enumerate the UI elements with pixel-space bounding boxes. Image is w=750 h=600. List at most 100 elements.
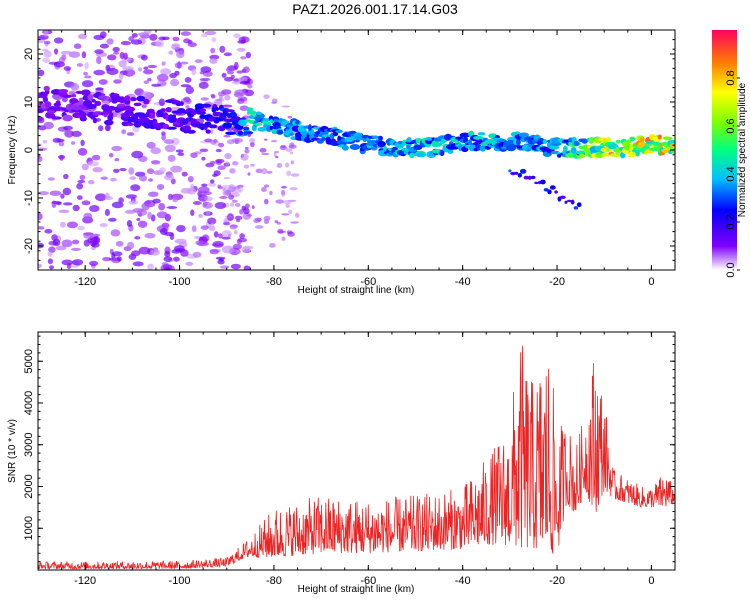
ridge-blob [42,96,49,103]
noise-blob [42,57,51,63]
noise-blob [88,180,95,185]
noise-blob [58,141,65,147]
noise-blob [120,40,131,46]
noise-blob [38,212,43,221]
noise-blob [263,184,270,188]
ridge-blob [670,140,675,144]
noise-blob [234,61,239,70]
noise-blob [191,225,197,233]
noise-blob [289,187,298,191]
noise-blob [243,66,250,73]
noise-blob [55,245,67,251]
noise-blob [287,231,295,237]
noise-blob [60,50,72,55]
noise-blob [80,139,85,146]
noise-blob [237,76,248,83]
noise-blob [168,50,173,55]
noise-blob [158,98,165,107]
ridge-blob [653,141,660,146]
noise-blob [295,212,300,218]
noise-blob [60,193,65,199]
ridge-blob [276,129,284,135]
noise-blob [221,236,231,240]
noise-blob [138,246,151,255]
noise-blob [243,99,247,105]
ridge-blob [588,136,595,144]
ridge-blob [657,134,662,140]
noise-blob [116,256,122,262]
ridge-blob [237,130,244,136]
x-tick-label: -120 [74,276,96,288]
y-tick-label: 0 [23,147,35,153]
noise-blob [137,220,148,228]
noise-blob [48,265,55,270]
x-tick-label: -100 [169,575,191,587]
noise-blob [231,138,244,143]
ridge-blob [124,95,131,101]
noise-blob [38,155,43,163]
noise-blob [111,201,124,209]
noise-blob [44,229,53,234]
noise-blob [150,249,160,256]
noise-blob [190,183,195,192]
noise-blob [251,205,255,210]
ridge-blob [479,145,486,152]
ridge-blob [307,124,312,131]
noise-blob [83,232,94,239]
ridge-blob [342,145,349,151]
ridge-blob [171,114,177,119]
ridge-blob [370,146,378,151]
noise-blob [148,191,159,197]
noise-blob [138,32,150,37]
noise-blob [263,94,270,99]
snr-xlabel: Height of straight line (km) [298,584,415,595]
ridge-blob [425,137,434,141]
noise-blob [131,250,141,257]
noise-blob [218,233,223,239]
noise-blob [180,31,191,36]
branch-blob [576,202,582,208]
branch-blob [540,179,546,185]
ridge-blob [468,139,472,146]
noise-blob [222,186,226,191]
ridge-blob [409,152,415,159]
noise-blob [219,196,228,199]
ridge-blob [605,137,612,142]
noise-blob [166,206,178,209]
noise-blob [52,238,61,247]
noise-blob [113,51,119,55]
ridge-blob [39,91,46,97]
ridge-blob [259,113,265,119]
noise-blob [283,200,292,205]
noise-blob [160,227,168,236]
noise-blob [234,89,247,96]
noise-blob [213,231,219,238]
noise-blob [170,78,180,87]
noise-blob [49,190,62,196]
branch-blob [514,171,519,175]
noise-blob [232,161,239,166]
noise-blob [180,84,191,88]
ridge-blob [201,103,212,108]
noise-blob [38,69,45,77]
snr-ticks: -120 -100 -80 -60 -40 -20 0 1000 2000 3000 4000 500… [23,332,676,587]
snr-ylabel: SNR (10 * v/v) [7,419,18,483]
ridge-blob [108,112,114,117]
noise-blob [141,54,148,61]
branch-blob [517,173,522,178]
noise-blob [104,124,111,132]
noise-blob [223,52,232,57]
noise-blob [171,43,181,50]
noise-blob [174,245,185,252]
noise-blob [152,198,161,204]
noise-blob [70,141,76,145]
noise-blob [99,43,109,49]
noise-blob [100,176,109,180]
colorbar-label: Normalized spectral amplitude [737,82,748,217]
noise-blob [118,197,124,204]
noise-blob [288,209,293,215]
noise-blob [47,258,54,265]
noise-blob [63,125,73,131]
noise-blob [242,212,252,220]
x-tick-label: -20 [549,575,565,587]
